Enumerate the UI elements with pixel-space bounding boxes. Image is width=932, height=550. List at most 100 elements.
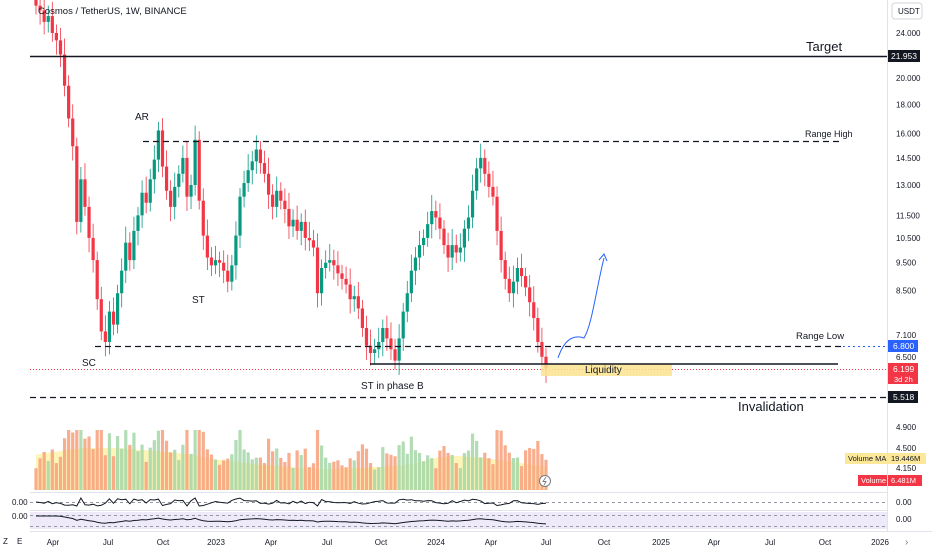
volume-bar [213, 459, 218, 490]
candle-body [144, 192, 148, 203]
y-tick-label: 11.500 [896, 211, 920, 220]
volume-bar [491, 464, 495, 490]
candle-body [197, 139, 201, 201]
alert-icon-bolt [542, 476, 547, 486]
candle-body [46, 16, 50, 22]
volume-bar [495, 430, 499, 490]
candle-body [99, 299, 103, 332]
candle-body [479, 157, 483, 169]
volume-bar [299, 455, 303, 490]
candle-body [540, 341, 544, 357]
volume-bar [99, 430, 103, 490]
volume-bar [181, 444, 185, 490]
candle-body [107, 311, 112, 342]
candle-body [462, 228, 466, 248]
candle-body [58, 40, 63, 55]
x-tick-label: Oct [157, 538, 170, 547]
candle-body [254, 149, 258, 162]
volume-bar [266, 438, 271, 490]
invalidation-label: Invalidation [738, 399, 804, 414]
volume-bar [111, 456, 116, 490]
volume-bar [536, 441, 540, 490]
candle-body [544, 356, 548, 369]
volume-bar [470, 433, 475, 490]
candle-body [38, 5, 42, 11]
volume-value-tag [888, 475, 922, 486]
last-price-tag [888, 363, 918, 384]
volume-bar [450, 454, 454, 490]
volume-ma-value-tag [888, 453, 926, 464]
volume-bar [511, 458, 515, 490]
volume-bar [479, 457, 483, 490]
x-tick-label: Jul [541, 538, 551, 547]
sc-label: SC [82, 358, 96, 369]
symbol-title[interactable]: Cosmos / TetherUS, 1W, BINANCE [38, 6, 187, 17]
volume-label: Volume [861, 476, 886, 485]
volume-bar [222, 460, 226, 490]
candle-body [536, 318, 540, 342]
candle-body [250, 161, 254, 171]
candle-body [148, 179, 152, 203]
y-tick-label: 4.900 [896, 423, 917, 432]
candle-body [311, 240, 316, 248]
candle-body [446, 245, 450, 258]
y-tick-label: 8.500 [896, 286, 917, 295]
volume-bar [140, 444, 144, 490]
candle-body [79, 179, 83, 222]
volume-bar [373, 469, 377, 490]
candle-body [164, 166, 169, 191]
candle-body [291, 219, 295, 227]
projection-arrowhead [598, 253, 608, 262]
volume-bar [283, 461, 287, 490]
volume-bar [91, 449, 95, 490]
volume-bar [62, 438, 67, 490]
liquidity-zone[interactable] [541, 364, 672, 376]
candle-body [381, 328, 385, 342]
volume-bar [540, 454, 544, 490]
volume-bar [83, 438, 87, 490]
volume-bar [401, 441, 405, 490]
candle-body [50, 16, 54, 33]
candle-body [397, 338, 401, 361]
candle-layer [34, 0, 548, 383]
candle-body [132, 230, 136, 261]
x-tick-label: Oct [819, 538, 832, 547]
volume-bar [128, 444, 132, 490]
volume-bar [487, 458, 491, 490]
candle-body [283, 200, 287, 209]
alert-icon[interactable] [539, 475, 551, 487]
volume-bar [107, 433, 112, 490]
candle-body [307, 237, 311, 241]
volume-bar [503, 445, 507, 490]
candle-body [393, 349, 397, 361]
currency-box[interactable] [891, 2, 923, 20]
target-price-text: 21.953 [891, 51, 917, 61]
volume-bar [287, 452, 291, 490]
candle-body [426, 224, 430, 238]
candle-body [42, 10, 46, 22]
volume-bar [201, 431, 205, 490]
chevron-right-icon[interactable]: › [905, 537, 908, 548]
candle-body [368, 345, 373, 353]
volume-bar [87, 436, 91, 490]
volume-bar [209, 454, 214, 490]
volume-value: 6.481M [891, 476, 916, 485]
y-tick-label: 16.000 [896, 130, 921, 139]
volume-bar [185, 430, 189, 490]
candle-body [111, 311, 116, 325]
volume-bar [507, 452, 511, 490]
volume-bar [75, 430, 79, 490]
candle-body [389, 338, 393, 350]
candle-body [377, 341, 381, 350]
volume-bar [458, 467, 462, 490]
candle-body [140, 192, 144, 216]
volume-tag [858, 475, 887, 486]
y-tick-label: 9.500 [896, 259, 917, 268]
volume-bar [307, 467, 311, 490]
volume-bar [462, 453, 466, 490]
volume-bar [303, 448, 307, 490]
volume-ma-tag [845, 453, 887, 464]
volume-bar [364, 448, 369, 490]
candle-body [503, 260, 507, 279]
